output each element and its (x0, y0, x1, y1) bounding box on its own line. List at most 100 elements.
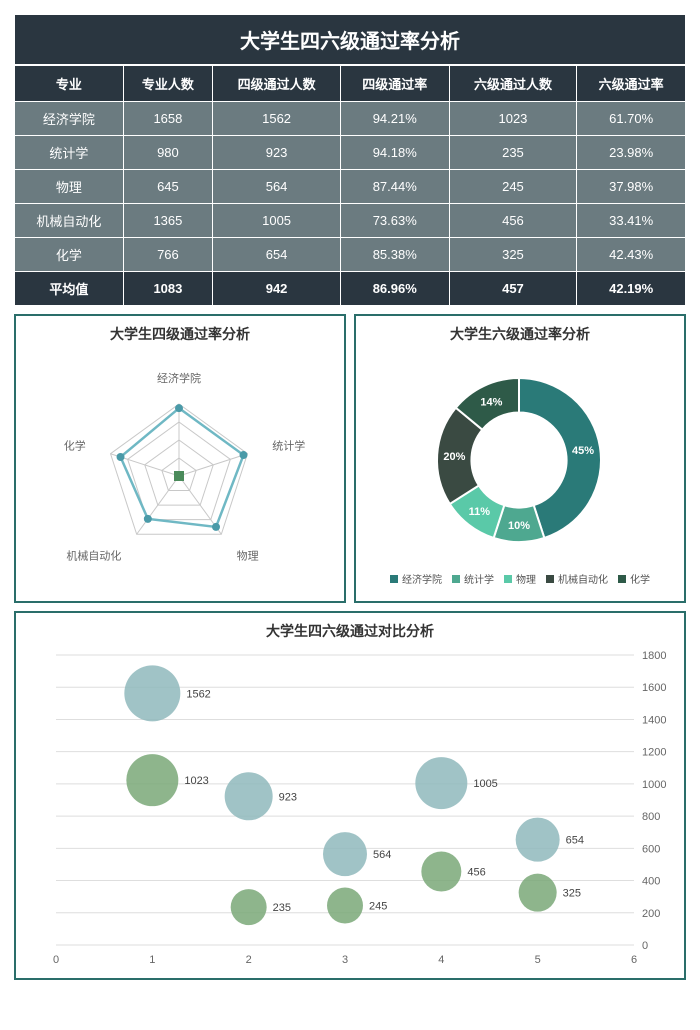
svg-text:0: 0 (642, 940, 648, 952)
legend-swatch (618, 575, 626, 583)
svg-text:245: 245 (369, 901, 387, 913)
table-header: 专业 (15, 66, 124, 102)
svg-text:45%: 45% (572, 445, 594, 457)
table-cell: 456 (449, 204, 577, 238)
svg-text:10%: 10% (508, 520, 530, 532)
svg-text:564: 564 (373, 849, 391, 861)
legend-item: 经济学院 (390, 571, 442, 586)
table-cell: 23.98% (577, 136, 686, 170)
table-cell: 942 (213, 272, 341, 306)
table-header: 六级通过人数 (449, 66, 577, 102)
bubble-chart: 0200400600800100012001400160018000123456… (16, 645, 684, 975)
table-cell: 325 (449, 238, 577, 272)
svg-text:800: 800 (642, 811, 660, 823)
svg-text:456: 456 (467, 867, 485, 879)
legend-swatch (390, 575, 398, 583)
table-row: 化学76665485.38%32542.43% (15, 238, 686, 272)
table-cell: 1023 (449, 102, 577, 136)
table-row: 机械自动化1365100573.63%45633.41% (15, 204, 686, 238)
table-cell: 87.44% (340, 170, 449, 204)
table-row: 物理64556487.44%24537.98% (15, 170, 686, 204)
table-cell: 235 (449, 136, 577, 170)
page-title: 大学生四六级通过率分析 (14, 14, 686, 65)
table-row: 统计学98092394.18%23523.98% (15, 136, 686, 170)
table-cell: 化学 (15, 238, 124, 272)
legend-swatch (546, 575, 554, 583)
table-cell: 1005 (213, 204, 341, 238)
svg-text:1800: 1800 (642, 650, 666, 662)
table-row: 经济学院1658156294.21%102361.70% (15, 102, 686, 136)
table-cell: 654 (213, 238, 341, 272)
svg-text:600: 600 (642, 843, 660, 855)
svg-text:235: 235 (273, 902, 291, 914)
table-cell: 923 (213, 136, 341, 170)
svg-text:14%: 14% (480, 396, 502, 408)
table-cell: 33.41% (577, 204, 686, 238)
table-cell: 统计学 (15, 136, 124, 170)
donut-chart: 45%10%11%20%14% (356, 348, 682, 564)
table-cell: 245 (449, 170, 577, 204)
table-cell: 1562 (213, 102, 341, 136)
svg-text:200: 200 (642, 908, 660, 920)
radar-chart-panel: 大学生四级通过率分析 经济学院统计学物理机械自动化化学 (14, 314, 346, 603)
table-cell: 37.98% (577, 170, 686, 204)
table-cell: 1083 (123, 272, 213, 306)
table-header: 专业人数 (123, 66, 213, 102)
legend-swatch (452, 575, 460, 583)
legend-item: 机械自动化 (546, 571, 608, 586)
table-cell: 980 (123, 136, 213, 170)
svg-text:923: 923 (279, 791, 297, 803)
table-cell: 86.96% (340, 272, 449, 306)
svg-text:1562: 1562 (186, 688, 210, 700)
svg-text:1000: 1000 (642, 779, 666, 791)
table-cell: 645 (123, 170, 213, 204)
legend-label: 统计学 (464, 571, 494, 586)
svg-text:11%: 11% (469, 506, 491, 518)
table-cell: 机械自动化 (15, 204, 124, 238)
bubble-chart-panel: 大学生四六级通过对比分析 020040060080010001200140016… (14, 611, 686, 980)
table-cell: 42.43% (577, 238, 686, 272)
legend-item: 统计学 (452, 571, 494, 586)
svg-text:3: 3 (342, 954, 348, 966)
svg-text:物理: 物理 (237, 548, 259, 562)
radar-chart: 经济学院统计学物理 机械自动化 化学 (16, 348, 342, 598)
svg-text:机械自动化: 机械自动化 (66, 548, 121, 562)
table-cell: 85.38% (340, 238, 449, 272)
legend-item: 物理 (504, 571, 536, 586)
legend-item: 化学 (618, 571, 650, 586)
legend-label: 经济学院 (402, 571, 442, 586)
table-cell: 1658 (123, 102, 213, 136)
table-cell: 457 (449, 272, 577, 306)
legend-label: 机械自动化 (558, 571, 608, 586)
table-cell: 经济学院 (15, 102, 124, 136)
svg-text:1005: 1005 (473, 778, 497, 790)
svg-text:6: 6 (631, 954, 637, 966)
svg-text:1600: 1600 (642, 682, 666, 694)
donut-chart-panel: 大学生六级通过率分析 45%10%11%20%14% 经济学院统计学物理机械自动… (354, 314, 686, 603)
svg-text:1023: 1023 (184, 775, 208, 787)
table-cell: 94.18% (340, 136, 449, 170)
table-cell: 766 (123, 238, 213, 272)
table-cell: 1365 (123, 204, 213, 238)
svg-text:经济学院: 经济学院 (157, 371, 201, 385)
table-cell: 73.63% (340, 204, 449, 238)
svg-text:400: 400 (642, 876, 660, 888)
donut-title: 大学生六级通过率分析 (356, 316, 684, 348)
svg-text:5: 5 (535, 954, 541, 966)
donut-legend: 经济学院 统计学物理 机械自动化 化学 (356, 567, 684, 594)
table-avg-row: 平均值108394286.96%45742.19% (15, 272, 686, 306)
legend-label: 化学 (630, 571, 650, 586)
table-header: 四级通过率 (340, 66, 449, 102)
svg-text:325: 325 (563, 888, 581, 900)
svg-text:2: 2 (246, 954, 252, 966)
svg-text:654: 654 (566, 835, 584, 847)
svg-text:1400: 1400 (642, 714, 666, 726)
table-cell: 42.19% (577, 272, 686, 306)
svg-text:1200: 1200 (642, 747, 666, 759)
svg-text:1: 1 (149, 954, 155, 966)
svg-text:统计学: 统计学 (272, 439, 305, 453)
svg-text:4: 4 (438, 954, 444, 966)
legend-swatch (504, 575, 512, 583)
svg-text:化学: 化学 (64, 439, 86, 453)
table-cell: 平均值 (15, 272, 124, 306)
